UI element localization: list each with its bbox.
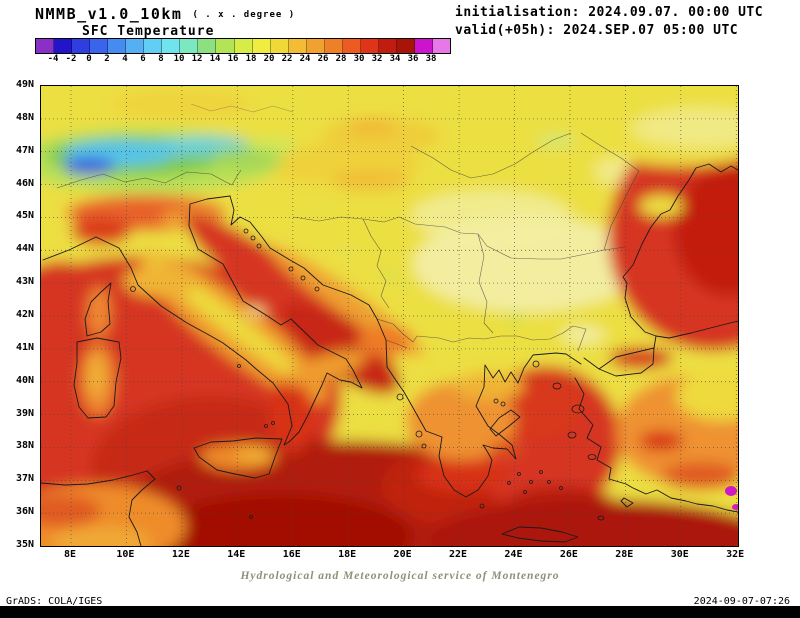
map-frame: [40, 85, 739, 547]
colorbar-labels: -4 -2 0 2 4 6 8 10 12 14 16 18 20 22 24 26 28 30 32 34 36 38: [35, 54, 449, 66]
creation-timestamp: 2024-09-07-07:26: [693, 596, 790, 607]
colorbar-segment: [54, 39, 73, 53]
temperature-map: [41, 86, 738, 546]
latitude-tick-label: 44N: [15, 243, 34, 255]
longitude-tick-label: 16E: [282, 549, 301, 560]
colorbar-segment: [144, 39, 163, 53]
colorbar-segment: [433, 39, 451, 53]
longitude-tick-label: 24E: [504, 549, 523, 560]
valid-time: valid(+05h): 2024.SEP.07 05:00 UTC: [455, 23, 739, 38]
longitude-tick-label: 28E: [615, 549, 634, 560]
graticule: [41, 86, 738, 546]
colorbar-tick-label: -2: [65, 54, 77, 64]
latitude-tick-label: 45N: [15, 210, 34, 222]
longitude-axis: 8E 10E 12E 14E 16E 18E 20E 22E 24E 26E 28E 30E 32E: [40, 549, 744, 563]
colorbar-tick-label: 24: [299, 54, 311, 64]
longitude-tick-label: 10E: [116, 549, 135, 560]
grads-credit: GrADS: COLA/IGES: [6, 596, 103, 607]
latitude-tick-label: 35N: [15, 538, 34, 550]
latitude-tick-label: 36N: [15, 506, 34, 518]
colorbar-segment: [90, 39, 109, 53]
longitude-tick-label: 20E: [393, 549, 412, 560]
longitude-tick-label: 8E: [63, 549, 77, 560]
country-borders: [56, 103, 640, 352]
colorbar-segment: [324, 39, 343, 53]
longitude-tick-label: 18E: [338, 549, 357, 560]
colorbar-segment: [180, 39, 199, 53]
colorbar-tick-label: 4: [122, 54, 128, 64]
colorbar-tick-label: 20: [263, 54, 275, 64]
colorbar-tick-label: 28: [335, 54, 347, 64]
colorbar-segment: [270, 39, 289, 53]
longitude-tick-label: 14E: [227, 549, 246, 560]
colorbar-segment: [414, 39, 434, 53]
colorbar-segment: [162, 39, 181, 53]
colorbar-segment: [198, 39, 217, 53]
model-title: NMMB_v1.0_10km ( . x . degree ): [35, 5, 295, 23]
colorbar-tick-label: 10: [173, 54, 185, 64]
colorbar-tick-label: 0: [86, 54, 92, 64]
latitude-tick-label: 48N: [15, 111, 34, 123]
latitude-axis: 49N 48N 47N 46N 45N 44N 43N 42N 41N 40N 39N 38N 37N 3…: [0, 79, 37, 550]
colorbar-tick-label: -4: [47, 54, 59, 64]
latitude-tick-label: 43N: [15, 276, 34, 288]
colorbar-segment: [234, 39, 253, 53]
coastlines: [41, 163, 738, 546]
longitude-tick-label: 30E: [670, 549, 689, 560]
latitude-tick-label: 38N: [15, 440, 34, 452]
colorbar-tick-label: 32: [371, 54, 383, 64]
latitude-tick-label: 39N: [15, 407, 34, 419]
latitude-tick-label: 47N: [15, 144, 34, 156]
extreme-hot-spots: [725, 486, 738, 510]
temperature-colorbar: [35, 38, 451, 54]
colorbar-tick-label: 30: [353, 54, 365, 64]
colorbar-tick-label: 22: [281, 54, 293, 64]
colorbar-segment: [396, 39, 415, 53]
model-name: NMMB_v1.0_10km: [35, 5, 183, 23]
longitude-tick-label: 26E: [559, 549, 578, 560]
colorbar-segment: [108, 39, 127, 53]
colorbar-tick-label: 36: [407, 54, 419, 64]
colorbar-tick-label: 14: [209, 54, 221, 64]
colorbar-tick-label: 34: [389, 54, 401, 64]
latitude-tick-label: 37N: [15, 473, 34, 485]
longitude-tick-label: 12E: [171, 549, 190, 560]
island-dots: [130, 228, 605, 521]
colorbar-segment: [36, 39, 55, 53]
colorbar-tick-label: 18: [245, 54, 257, 64]
colorbar-tick-label: 6: [140, 54, 146, 64]
longitude-tick-label: 32E: [726, 549, 745, 560]
service-credit: Hydrological and Meteorological service …: [240, 570, 560, 582]
colorbar-tick-label: 2: [104, 54, 110, 64]
longitude-tick-label: 22E: [448, 549, 468, 560]
colorbar-segment: [252, 39, 271, 53]
colorbar-tick-label: 12: [191, 54, 203, 64]
latitude-tick-label: 42N: [15, 308, 34, 320]
initialisation-time: initialisation: 2024.09.07. 00:00 UTC: [455, 5, 764, 20]
run-info: initialisation: 2024.09.07. 00:00 UTC va…: [455, 4, 763, 40]
colorbar-segment: [378, 39, 397, 53]
colorbar-tick-label: 16: [227, 54, 239, 64]
latitude-tick-label: 46N: [15, 177, 34, 189]
resolution-note: ( . x . degree ): [192, 10, 296, 20]
colorbar-segment: [216, 39, 235, 53]
colorbar-segment: [306, 39, 325, 53]
latitude-tick-label: 40N: [15, 374, 34, 386]
colorbar-tick-label: 26: [317, 54, 329, 64]
colorbar-segment: [342, 39, 361, 53]
bottom-bar: [0, 606, 800, 618]
colorbar-segment: [126, 39, 145, 53]
field-title: SFC Temperature: [82, 24, 215, 39]
latitude-tick-label: 41N: [15, 341, 34, 353]
colorbar-segment: [288, 39, 307, 53]
colorbar-tick-label: 38: [425, 54, 437, 64]
colorbar-tick-label: 8: [158, 54, 164, 64]
colorbar-segment: [360, 39, 379, 53]
colorbar-segment: [72, 39, 91, 53]
latitude-tick-label: 49N: [15, 79, 34, 90]
